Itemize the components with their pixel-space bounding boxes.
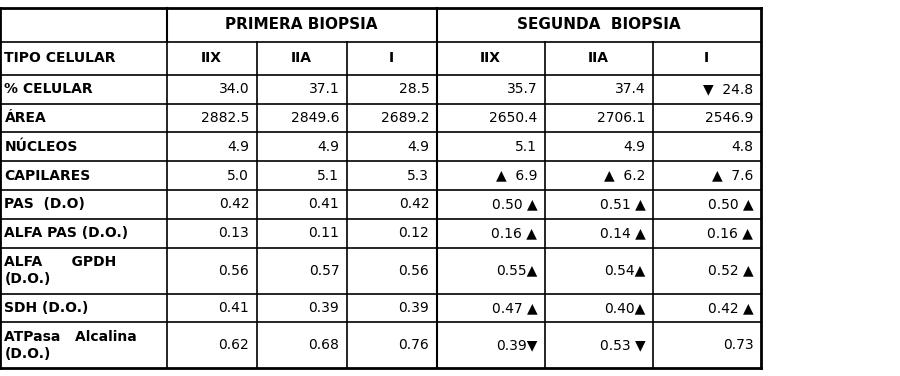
Text: 0.39: 0.39 — [399, 301, 429, 315]
Text: NÚCLEOS: NÚCLEOS — [4, 140, 78, 154]
Text: 2546.9: 2546.9 — [705, 111, 753, 125]
Text: 0.16 ▲: 0.16 ▲ — [491, 226, 537, 240]
Text: 0.14 ▲: 0.14 ▲ — [599, 226, 645, 240]
Text: 0.42: 0.42 — [399, 197, 429, 211]
Text: 0.55▲: 0.55▲ — [496, 264, 537, 277]
Text: IIA: IIA — [291, 52, 312, 65]
Text: 5.0: 5.0 — [228, 168, 249, 182]
Text: 4.9: 4.9 — [624, 140, 645, 154]
Text: 28.5: 28.5 — [399, 82, 429, 96]
Text: 0.62: 0.62 — [219, 338, 249, 352]
Text: 4.9: 4.9 — [318, 140, 339, 154]
Text: IIX: IIX — [480, 52, 501, 65]
Text: 2689.2: 2689.2 — [381, 111, 429, 125]
Text: PAS  (D.O): PAS (D.O) — [4, 197, 86, 211]
Text: ALFA      GPDH
(D.O.): ALFA GPDH (D.O.) — [4, 255, 117, 286]
Text: IIA: IIA — [588, 52, 609, 65]
Text: 0.16 ▲: 0.16 ▲ — [707, 226, 753, 240]
Text: 2706.1: 2706.1 — [597, 111, 645, 125]
Text: 2650.4: 2650.4 — [489, 111, 537, 125]
Text: 37.4: 37.4 — [615, 82, 645, 96]
Text: 0.47 ▲: 0.47 ▲ — [491, 301, 537, 315]
Text: ALFA PAS (D.O.): ALFA PAS (D.O.) — [4, 226, 129, 240]
Text: TIPO CELULAR: TIPO CELULAR — [4, 52, 116, 65]
Text: 0.13: 0.13 — [219, 226, 249, 240]
Text: 5.3: 5.3 — [408, 168, 429, 182]
Text: 5.1: 5.1 — [516, 140, 537, 154]
Text: 0.41: 0.41 — [309, 197, 339, 211]
Text: 0.39: 0.39 — [309, 301, 339, 315]
Text: ▲  6.9: ▲ 6.9 — [496, 168, 537, 182]
Text: 35.7: 35.7 — [507, 82, 537, 96]
Text: ÁREA: ÁREA — [4, 111, 46, 125]
Text: 0.41: 0.41 — [219, 301, 249, 315]
Text: 0.12: 0.12 — [399, 226, 429, 240]
Text: 5.1: 5.1 — [318, 168, 339, 182]
Text: 34.0: 34.0 — [219, 82, 249, 96]
Text: 0.56: 0.56 — [219, 264, 249, 277]
Text: PRIMERA BIOPSIA: PRIMERA BIOPSIA — [225, 17, 378, 32]
Text: 0.52 ▲: 0.52 ▲ — [707, 264, 753, 277]
Text: 0.51 ▲: 0.51 ▲ — [599, 197, 645, 211]
Text: 0.40▲: 0.40▲ — [604, 301, 645, 315]
Text: 0.68: 0.68 — [309, 338, 339, 352]
Text: CAPILARES: CAPILARES — [4, 168, 91, 182]
Text: 0.11: 0.11 — [309, 226, 339, 240]
Text: 4.9: 4.9 — [228, 140, 249, 154]
Text: 0.39▼: 0.39▼ — [496, 338, 537, 352]
Text: % CELULAR: % CELULAR — [4, 82, 93, 96]
Text: ▼  24.8: ▼ 24.8 — [703, 82, 753, 96]
Text: 0.42: 0.42 — [219, 197, 249, 211]
Text: ▲  7.6: ▲ 7.6 — [712, 168, 753, 182]
Text: 0.54▲: 0.54▲ — [604, 264, 645, 277]
Text: IIX: IIX — [201, 52, 222, 65]
Text: 37.1: 37.1 — [309, 82, 339, 96]
Text: 4.9: 4.9 — [408, 140, 429, 154]
Text: 0.57: 0.57 — [309, 264, 339, 277]
Text: I: I — [389, 52, 394, 65]
Text: 0.73: 0.73 — [723, 338, 753, 352]
Text: ▲  6.2: ▲ 6.2 — [604, 168, 645, 182]
Text: SDH (D.O.): SDH (D.O.) — [4, 301, 89, 315]
Text: SEGUNDA  BIOPSIA: SEGUNDA BIOPSIA — [517, 17, 680, 32]
Text: 0.50 ▲: 0.50 ▲ — [491, 197, 537, 211]
Text: I: I — [704, 52, 709, 65]
Text: 0.42 ▲: 0.42 ▲ — [707, 301, 753, 315]
Text: 0.56: 0.56 — [399, 264, 429, 277]
Text: 0.53 ▼: 0.53 ▼ — [599, 338, 645, 352]
Text: 4.8: 4.8 — [732, 140, 753, 154]
Text: ATPasa   Alcalina
(D.O.): ATPasa Alcalina (D.O.) — [4, 331, 137, 361]
Text: 0.76: 0.76 — [399, 338, 429, 352]
Text: 2849.6: 2849.6 — [291, 111, 339, 125]
Text: 0.50 ▲: 0.50 ▲ — [707, 197, 753, 211]
Text: 2882.5: 2882.5 — [201, 111, 249, 125]
